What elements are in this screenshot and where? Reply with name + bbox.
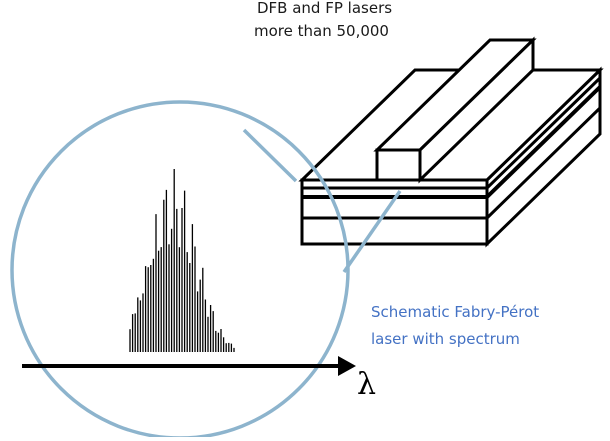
top-note-line-1: DFB and FP lasers <box>257 0 393 17</box>
top-note: DFB and FP lasers more than 50,000 <box>254 0 393 43</box>
wavelength-axis-arrowhead <box>338 356 356 376</box>
figure-caption-line-1: Schematic Fabry-Pérot <box>371 303 540 321</box>
magnifier-line-lower <box>342 190 402 273</box>
laser-active-layer-side <box>485 85 602 199</box>
top-note-line-2: more than 50,000 <box>254 22 389 40</box>
magnifier-line-upper <box>242 128 298 183</box>
laser-layer-line-side <box>485 76 602 190</box>
magnifier-connectors <box>242 128 402 273</box>
laser-layer-line-side <box>485 106 602 220</box>
figure-caption-line-2: laser with spectrum <box>371 330 520 348</box>
laser-chip <box>298 36 604 248</box>
laser-slab-front-face <box>300 178 489 246</box>
spectrum <box>129 169 235 352</box>
figure-caption: Schematic Fabry-Pérot laser with spectru… <box>371 299 539 353</box>
wavelength-axis-label: λ <box>357 367 377 402</box>
wavelength-axis <box>22 356 356 376</box>
laser-ridge-front <box>375 148 422 182</box>
